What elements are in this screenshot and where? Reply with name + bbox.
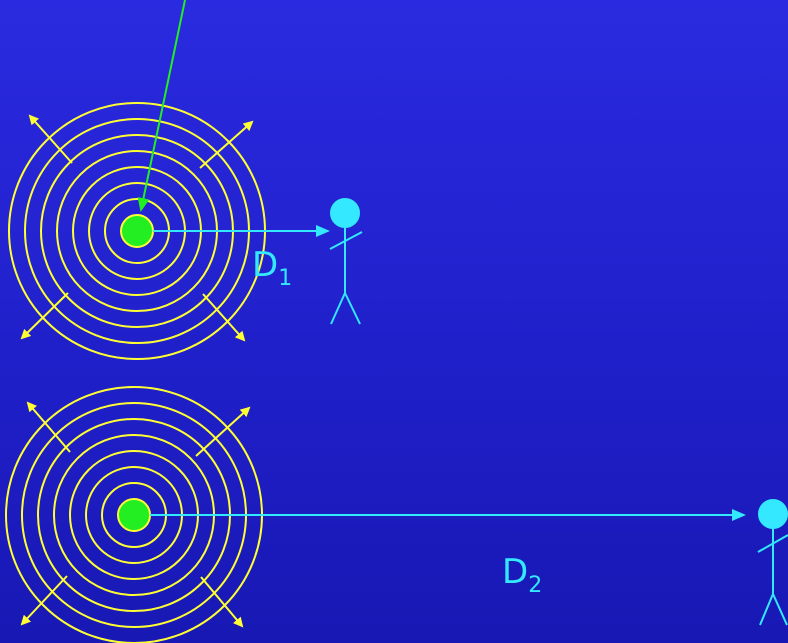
arrow-up-left-icon	[26, 401, 71, 453]
arrow-up-left-icon	[28, 114, 73, 164]
arrow-down-left-icon	[20, 575, 68, 626]
arrow-up-right-icon	[199, 120, 254, 169]
radiating-arrows-top	[20, 114, 254, 342]
source-dot-bottom	[117, 498, 151, 532]
distance-label-d2: D2	[502, 552, 542, 598]
observer-stick-figure-icon	[329, 198, 363, 325]
arrow-down-right-icon	[202, 293, 246, 342]
source-dot-top	[120, 214, 154, 248]
observer-stick-figure-icon	[757, 499, 788, 626]
distance-label-d1: D1	[252, 245, 292, 291]
arrow-down-right-icon	[200, 576, 244, 628]
arrow-down-left-icon	[20, 292, 69, 340]
pointer-arrow-icon	[137, 0, 186, 212]
arrow-up-right-icon	[195, 406, 251, 457]
radiating-arrows-bottom	[20, 401, 251, 628]
